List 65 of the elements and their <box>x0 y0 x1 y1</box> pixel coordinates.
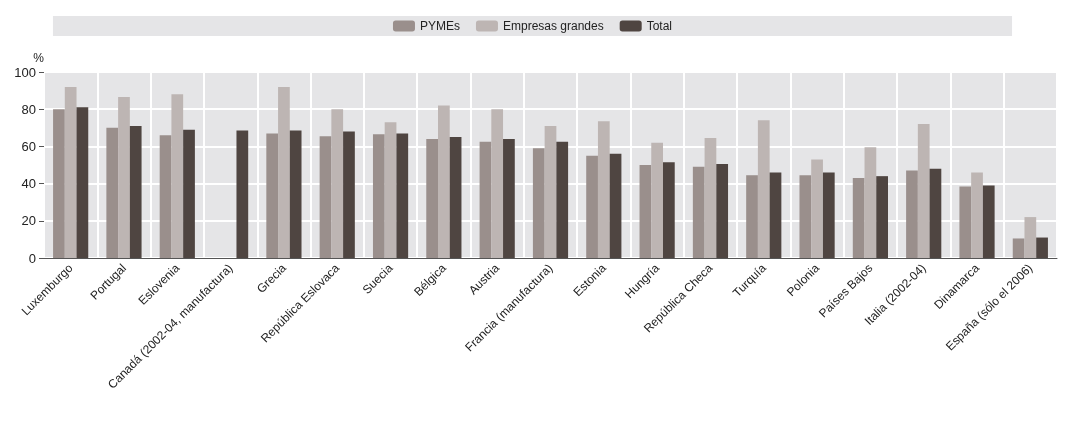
bar <box>129 125 142 258</box>
bar <box>426 138 438 258</box>
bar <box>331 109 344 258</box>
bar <box>532 148 545 258</box>
bar <box>704 138 717 258</box>
bar <box>982 185 995 258</box>
bar <box>1024 217 1037 258</box>
bar <box>183 129 195 258</box>
bar <box>822 172 835 258</box>
bar <box>343 131 355 258</box>
bar <box>929 168 942 258</box>
bar <box>372 134 385 258</box>
bar <box>106 127 119 258</box>
bar <box>811 159 823 258</box>
bar <box>971 172 983 258</box>
bar <box>171 94 184 258</box>
bar <box>64 86 77 258</box>
legend-label: PYMEs <box>419 19 460 33</box>
bar <box>384 122 397 258</box>
bar <box>716 164 729 258</box>
bar <box>917 124 930 258</box>
bar <box>906 170 918 258</box>
bar <box>757 120 770 258</box>
bar <box>651 142 663 258</box>
bar <box>609 153 622 258</box>
legend-label: Total <box>646 19 673 33</box>
bar <box>959 186 972 258</box>
bar <box>746 175 758 258</box>
bar <box>53 109 65 258</box>
y-tick-label: 80 <box>21 101 36 117</box>
bar <box>449 137 462 258</box>
legend-label: Empresas grandes <box>502 19 604 33</box>
y-axis-title: % <box>33 51 45 65</box>
y-tick-label: 0 <box>28 250 36 266</box>
bar <box>479 141 492 258</box>
bar <box>544 125 557 258</box>
bar <box>396 133 409 258</box>
bar <box>118 97 130 258</box>
bar <box>289 130 302 258</box>
bar <box>76 107 89 258</box>
bar <box>586 155 598 258</box>
bar <box>319 136 332 258</box>
y-tick-label: 40 <box>21 176 36 192</box>
bar <box>692 166 705 258</box>
bar <box>852 178 865 258</box>
bar <box>266 133 279 258</box>
y-tick-label: 20 <box>21 213 36 229</box>
bar <box>438 105 450 258</box>
bar <box>864 147 877 258</box>
bar <box>503 138 515 258</box>
bar <box>769 172 782 258</box>
bar <box>556 141 569 258</box>
bar <box>278 86 290 258</box>
bar <box>1012 238 1025 258</box>
bar <box>799 175 812 258</box>
bar <box>639 165 652 258</box>
bar <box>491 109 504 258</box>
bar <box>597 121 610 258</box>
bar <box>159 135 172 258</box>
y-tick-label: 60 <box>21 138 36 154</box>
bar <box>663 162 675 258</box>
bar <box>1036 237 1048 258</box>
y-tick-label: 100 <box>14 64 36 80</box>
bar <box>236 130 249 258</box>
bar <box>876 176 888 258</box>
